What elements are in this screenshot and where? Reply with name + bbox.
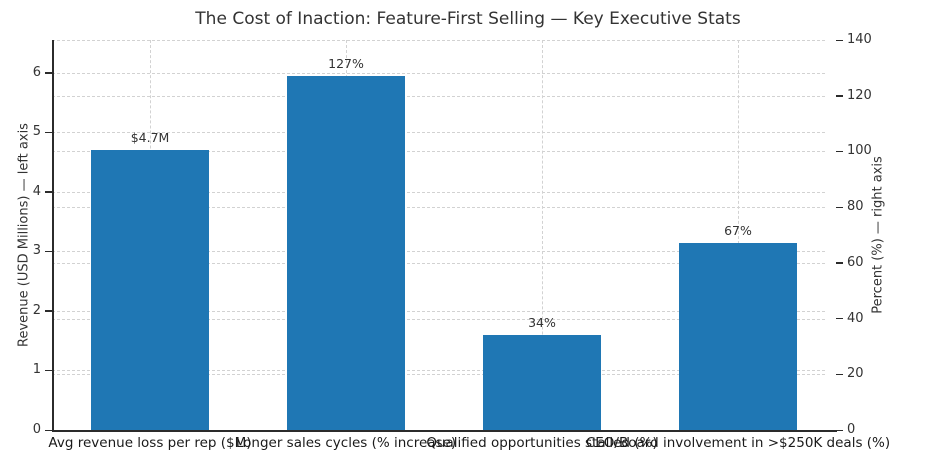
left-axis-tick-mark — [45, 250, 52, 253]
left-axis-tick-label: 5 — [32, 124, 41, 140]
right-axis-tick-mark — [836, 150, 843, 153]
bar-value-label: 67% — [724, 223, 752, 239]
left-axis-tick-mark — [45, 72, 52, 74]
left-axis-gridline — [52, 191, 825, 193]
x-category-label: CEO/Board involvement in >$250K deals (%… — [585, 435, 891, 451]
right-axis-tick-mark — [836, 373, 843, 376]
left-axis-gridline — [52, 370, 825, 372]
right-axis-tick-label: 100 — [847, 143, 872, 159]
left-axis-tick-mark — [45, 369, 52, 372]
right-axis-tick-mark — [836, 39, 843, 41]
x-category-label: Longer sales cycles (% increase) — [235, 435, 457, 451]
right-axis-gridline — [52, 374, 825, 376]
right-axis-tick-mark — [836, 318, 843, 320]
left-axis-tick-mark — [45, 191, 52, 193]
right-axis-tick-label: 80 — [847, 199, 864, 215]
right-axis-tick-mark — [836, 262, 843, 264]
left-axis-gridline — [52, 251, 825, 253]
left-axis-tick-label: 3 — [32, 243, 41, 259]
left-axis-gridline — [52, 132, 825, 134]
right-axis-tick-label: 0 — [847, 422, 856, 437]
bottom-spine — [52, 430, 837, 432]
right-axis-gridline — [52, 207, 825, 209]
right-axis-gridline — [52, 40, 825, 41]
left-axis-tick-label: 2 — [32, 302, 41, 318]
bar-value-label: $4.7M — [130, 130, 170, 146]
left-axis-gridline — [52, 310, 825, 312]
right-axis-label: Percent (%) — right axis — [870, 156, 886, 314]
right-axis-tick-label: 20 — [847, 366, 864, 382]
left-axis-tick-mark — [45, 310, 52, 312]
left-axis-tick-label: 0 — [32, 422, 41, 437]
bar-2 — [287, 76, 405, 430]
right-axis-tick-mark — [836, 429, 843, 431]
bar-value-label: 34% — [528, 315, 556, 331]
right-axis-gridline — [52, 262, 825, 264]
bar-3 — [483, 335, 601, 430]
right-axis-tick-mark — [836, 95, 843, 97]
chart-title: The Cost of Inaction: Feature-First Sell… — [195, 9, 741, 29]
right-axis-gridline — [52, 151, 825, 153]
x-category-label: Avg revenue loss per rep ($M) — [48, 435, 252, 451]
category-gridline — [542, 40, 543, 430]
right-axis-tick-label: 40 — [847, 310, 864, 326]
left-axis-tick-mark — [45, 429, 52, 431]
left-axis-tick-label: 4 — [32, 183, 41, 199]
left-axis-tick-mark — [45, 131, 52, 134]
right-axis-tick-label: 60 — [847, 254, 864, 270]
right-axis-tick-mark — [836, 206, 843, 208]
x-category-label: Qualified opportunities stalled (%) — [426, 435, 658, 451]
right-axis-tick-label: 120 — [847, 87, 872, 103]
left-axis-gridline — [52, 72, 825, 74]
bar-value-label: 127% — [328, 56, 364, 72]
right-axis-gridline — [52, 318, 825, 320]
left-axis-tick-label: 1 — [32, 362, 41, 378]
category-gridline — [738, 40, 739, 430]
bar-1 — [91, 150, 209, 430]
left-axis-tick-label: 6 — [32, 64, 41, 80]
right-axis-gridline — [52, 95, 825, 97]
bar-4 — [679, 243, 797, 430]
left-spine — [52, 40, 54, 431]
right-axis-tick-label: 140 — [847, 32, 872, 47]
